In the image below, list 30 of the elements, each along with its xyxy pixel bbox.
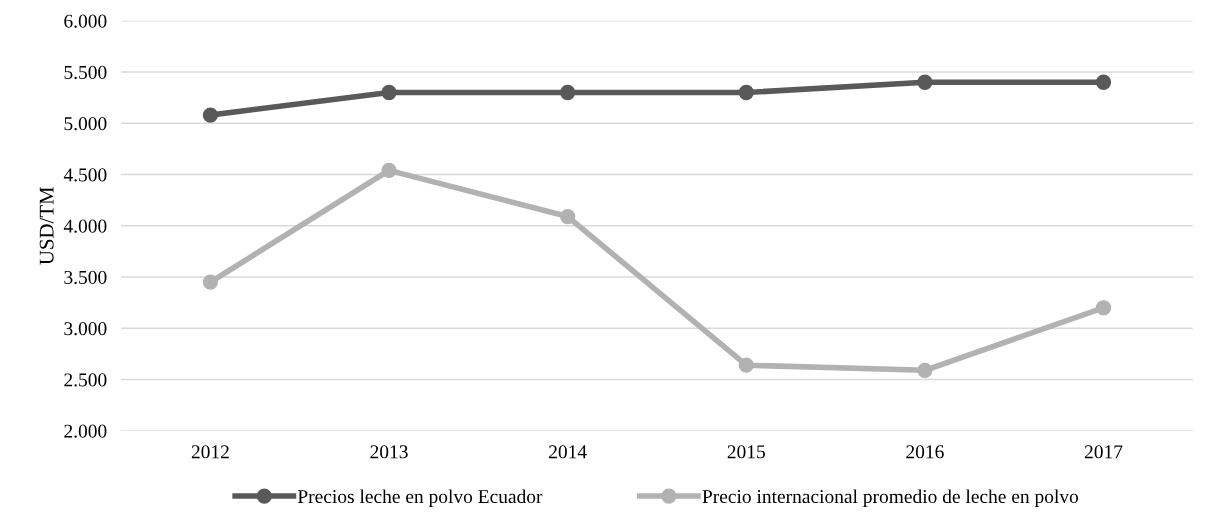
y-tick-label: 5.500 (64, 65, 107, 80)
y-tick-label: 4.000 (63, 219, 107, 233)
legend-label: Precio internacional promedio de leche en polvo (702, 489, 1079, 508)
y-tick-label: 6.000 (64, 14, 107, 28)
point (381, 162, 397, 179)
point (1095, 74, 1112, 90)
point (381, 84, 397, 101)
y-tick-label: 5.000 (64, 117, 107, 131)
y-tick-label: 2.500 (64, 373, 107, 387)
y-tick-label: 3.000 (64, 322, 107, 336)
y-tick-label: 3.500 (64, 270, 107, 285)
point (560, 84, 576, 101)
x-tick-label: 2014 (549, 445, 587, 459)
point (202, 274, 219, 290)
x-tick-label: 2013 (370, 445, 408, 459)
point (917, 362, 933, 378)
point (738, 84, 754, 101)
y-tick-label: 4.500 (63, 168, 107, 182)
point (560, 208, 576, 225)
x-tick-label: 2015 (727, 445, 765, 459)
point (738, 357, 754, 373)
y-axis-title: USD/TM (39, 187, 54, 265)
point (1095, 300, 1112, 316)
point (202, 107, 219, 123)
x-tick-label: 2012 (191, 445, 229, 459)
x-tick-label: 2017 (1084, 445, 1123, 459)
point (917, 74, 933, 90)
x-tick-label: 2016 (906, 445, 944, 459)
legend-label: Precios leche en polvo Ecuador (297, 489, 543, 508)
y-tick-label: 2.000 (64, 424, 107, 438)
